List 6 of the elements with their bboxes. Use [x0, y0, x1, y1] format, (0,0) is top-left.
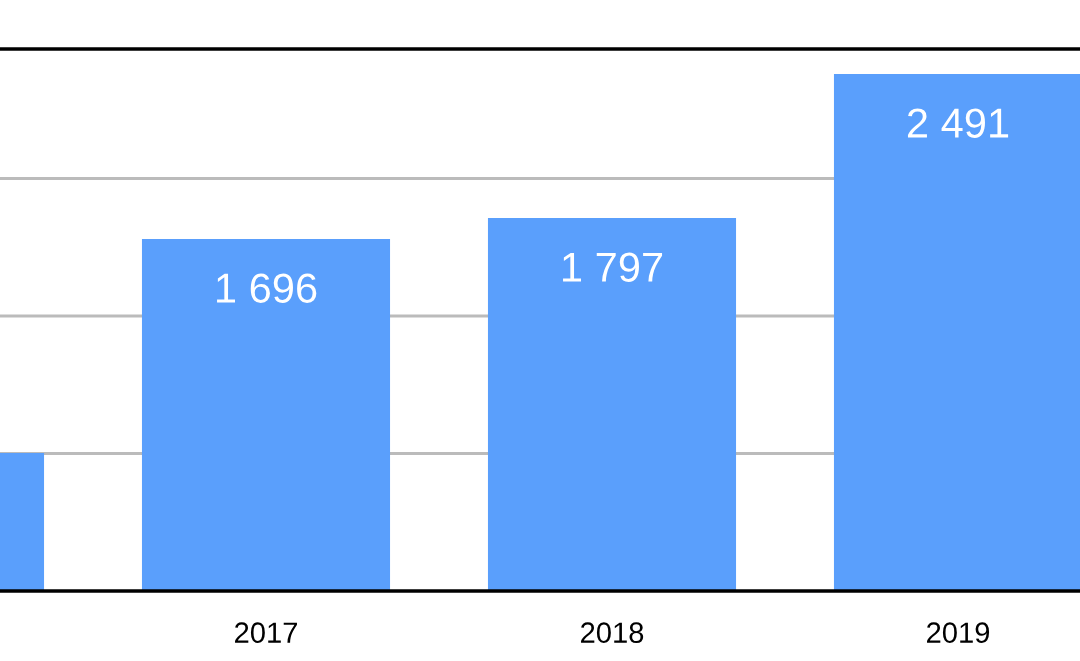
data-label: 1 797 — [563, 252, 663, 282]
data-label: 1 696 — [217, 273, 317, 303]
x-tick-label: 2017 — [235, 622, 297, 643]
x-tick-label: 2019 — [927, 622, 990, 643]
data-label: 2 491 — [907, 108, 1009, 138]
x-tick-label: 2018 — [581, 622, 644, 643]
